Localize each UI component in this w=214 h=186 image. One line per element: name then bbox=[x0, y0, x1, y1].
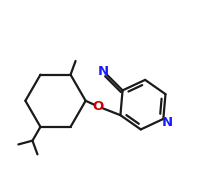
Text: N: N bbox=[98, 65, 109, 78]
Text: N: N bbox=[162, 116, 173, 129]
Text: O: O bbox=[93, 100, 104, 113]
